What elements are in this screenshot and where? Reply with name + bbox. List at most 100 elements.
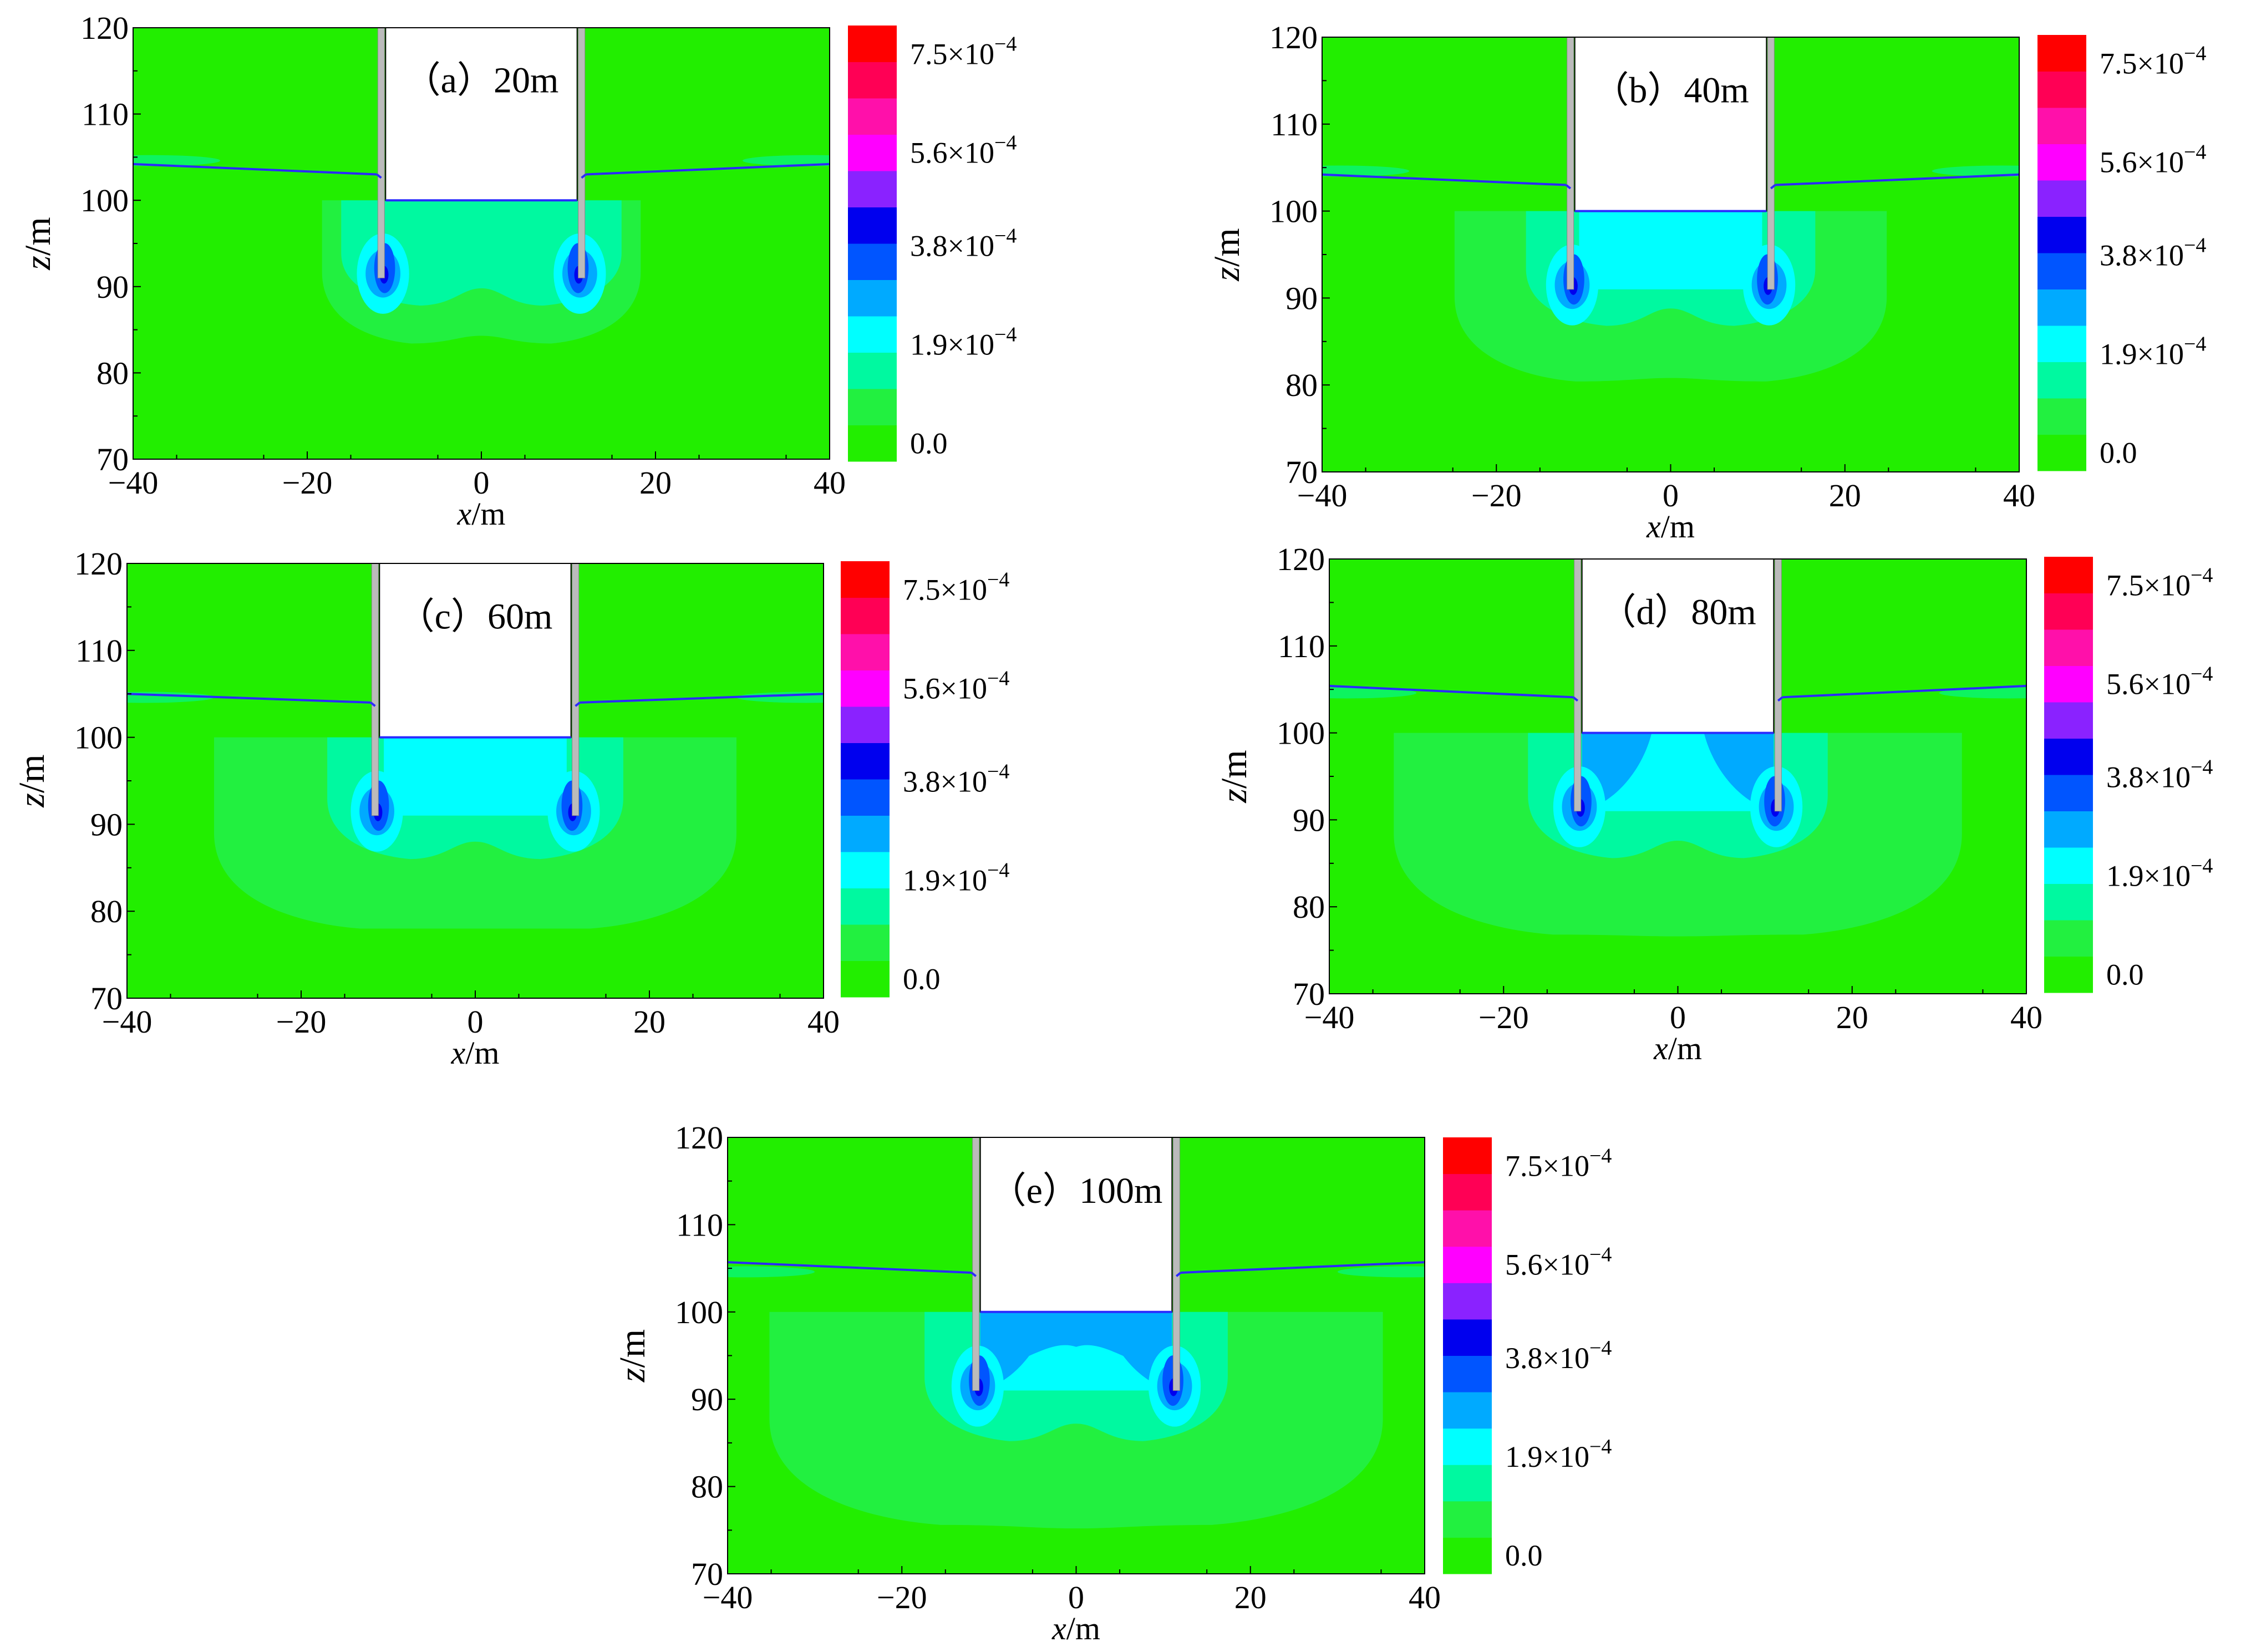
x-tick-label: 0: [1068, 1579, 1084, 1615]
colorbar-level-6: [848, 207, 897, 244]
colorbar-tick-label: 0.0: [2106, 958, 2144, 991]
water-table-left: [133, 162, 377, 176]
excavation-pit: [1581, 559, 1775, 734]
retaining-wall-right: [1172, 1137, 1180, 1391]
colorbar-level-2: [1443, 1465, 1492, 1502]
water-table-right: [580, 693, 824, 704]
panel-label: （b）40m: [1592, 70, 1749, 111]
contour-panel-5: （e）100m −40 −20 0 20 40 70 80 90 100 110 120 x/m z/m 0…: [612, 1120, 1612, 1646]
colorbar-level-7: [2044, 702, 2093, 739]
colorbar-tick-label: 3.8×10−4: [2100, 234, 2206, 272]
y-tick-label: 110: [1271, 106, 1318, 143]
colorbar-level-5: [1443, 1355, 1492, 1392]
water-table-right: [586, 162, 830, 176]
water-table-left: [1322, 173, 1567, 186]
y-tick-label: 70: [691, 1556, 723, 1592]
colorbar-level-7: [1443, 1283, 1492, 1320]
water-table-left-bend: [1565, 184, 1572, 190]
water-table-left: [728, 1261, 972, 1274]
excavation-pit: [379, 563, 572, 738]
colorbar-level-3: [1443, 1428, 1492, 1465]
colorbar: 0.0 1.9×10−4 3.8×10−4 5.6×10−4 7.5×10−4: [841, 561, 1009, 998]
colorbar-level-4: [2044, 811, 2093, 848]
water-table-right-bend: [575, 702, 581, 707]
colorbar-level-10: [841, 597, 890, 634]
colorbar-level-8: [2037, 144, 2086, 181]
colorbar-tick-label: 0.0: [1505, 1539, 1543, 1572]
y-tick-label: 90: [691, 1381, 723, 1417]
water-table-right: [1775, 173, 2019, 186]
surface-halo-left: [1329, 687, 1417, 699]
colorbar-tick-label: 1.9×10−4: [2106, 854, 2213, 892]
y-axis-label: z/m: [1207, 228, 1247, 281]
colorbar-level-8: [1443, 1246, 1492, 1283]
surface-halo-right: [1337, 1266, 1425, 1278]
colorbar-tick-label: 1.9×10−4: [1505, 1435, 1612, 1473]
colorbar-tick-label: 0.0: [903, 962, 941, 995]
x-tick-label: −20: [877, 1579, 927, 1615]
water-table-left: [127, 693, 371, 704]
excavation-pit: [979, 1137, 1173, 1313]
surface-halo-right: [1939, 687, 2026, 699]
contour-field: [133, 28, 830, 459]
panel-label: （d）80m: [1599, 592, 1756, 633]
y-tick-label: 100: [1269, 194, 1318, 230]
colorbar-level-11: [841, 561, 890, 598]
y-tick-label: 100: [74, 720, 123, 756]
colorbar-level-3: [2037, 326, 2086, 362]
y-tick-label: 120: [675, 1120, 723, 1156]
y-tick-label: 120: [74, 546, 123, 582]
x-tick-label: −20: [1478, 999, 1529, 1035]
y-tick-label: 90: [90, 806, 123, 842]
y-tick-label: 90: [96, 269, 129, 305]
colorbar-level-4: [2037, 289, 2086, 326]
x-tick-label: −40: [1304, 999, 1355, 1035]
colorbar-level-5: [848, 243, 897, 280]
x-tick-label: −40: [102, 1004, 153, 1040]
colorbar-tick-label: 7.5×10−4: [2106, 563, 2213, 602]
x-tick-label: 40: [807, 1004, 840, 1040]
retaining-wall-left: [1574, 559, 1582, 812]
colorbar-level-1: [2044, 920, 2093, 957]
colorbar-tick-label: 7.5×10−4: [2100, 42, 2206, 80]
contour-panel-2: （b）40m −40 −20 0 20 40 70 80 90 100 110 120 x/m z/m 0.…: [1207, 19, 2206, 545]
colorbar-level-2: [2044, 883, 2093, 921]
y-tick-label: 120: [1269, 19, 1318, 55]
surface-halo-right: [1932, 165, 2019, 177]
colorbar-level-3: [2044, 847, 2093, 884]
x-tick-label: −20: [276, 1004, 327, 1040]
contour-field: [1322, 37, 2019, 472]
colorbar-level-9: [2044, 629, 2093, 666]
colorbar-level-1: [1443, 1501, 1492, 1538]
y-tick-label: 80: [1293, 889, 1325, 925]
colorbar-level-4: [841, 815, 890, 852]
y-tick-label: 100: [1277, 715, 1325, 751]
water-table-right-bend: [581, 173, 587, 179]
colorbar-level-8: [848, 134, 897, 171]
colorbar-level-3: [848, 316, 897, 353]
x-tick-label: 40: [2010, 999, 2042, 1035]
water-table-right: [1180, 1261, 1425, 1274]
water-table-right-bend: [1777, 696, 1783, 702]
x-tick-label: 20: [1829, 477, 1861, 514]
y-tick-label: 80: [90, 893, 123, 929]
water-table-left-bend: [376, 173, 382, 179]
contour-field: [728, 1137, 1425, 1574]
x-tick-label: 40: [2003, 477, 2035, 514]
y-tick-label: 70: [96, 441, 129, 477]
colorbar-level-6: [841, 743, 890, 780]
colorbar-tick-label: 3.8×10−4: [910, 225, 1017, 263]
colorbar-level-2: [841, 888, 890, 925]
excavation-pit: [1574, 37, 1767, 212]
x-axis-label: x/m: [457, 496, 506, 532]
colorbar-level-0: [2044, 956, 2093, 993]
water-table-left-bend: [970, 1272, 977, 1277]
colorbar-level-10: [848, 62, 897, 99]
retaining-wall-right: [578, 28, 586, 278]
surface-halo-left: [1322, 165, 1410, 177]
colorbar-level-6: [2037, 216, 2086, 253]
panel-label: （e）100m: [990, 1171, 1163, 1211]
x-tick-label: 20: [633, 1004, 665, 1040]
contour-level-3: [384, 737, 567, 816]
x-tick-label: 0: [1663, 477, 1679, 514]
